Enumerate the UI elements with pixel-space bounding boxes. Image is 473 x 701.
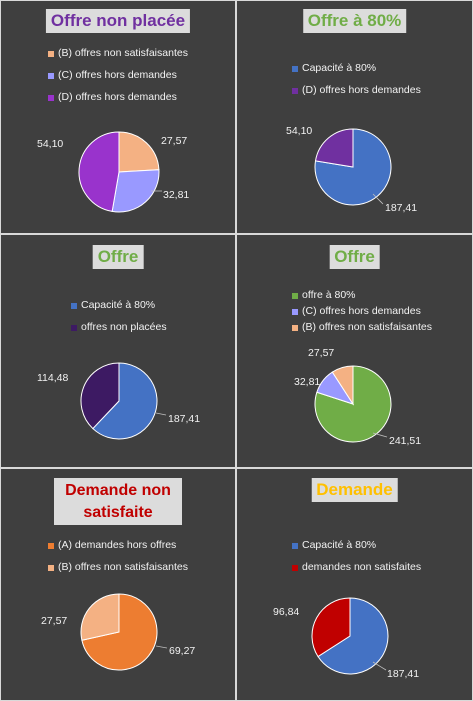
pie-chart: 187,41 54,10 [286, 125, 417, 214]
chart-title: Demande non satisfaite [54, 478, 182, 526]
legend-swatch [48, 95, 54, 101]
pie-slice-demandes-non-satisfaites [311, 597, 351, 658]
chart-panel-demande: Demande Capacité à 80% demandes non satisf… [236, 468, 473, 701]
pie-slice-b-offres-non-satisfaisantes [331, 365, 354, 406]
legend-swatch [292, 543, 298, 549]
pie-slice-d-offres-hors-demandes [314, 128, 354, 168]
legend-swatch [292, 565, 298, 571]
legend-swatch [292, 325, 298, 331]
data-label: 114,48 [37, 372, 68, 384]
legend-item-c-offres-hors-demandes: (C) offres hors demandes [48, 69, 188, 91]
legend-swatch [48, 565, 54, 571]
chart-legend: offre à 80% (C) offres hors demandes (B) o… [292, 289, 432, 337]
leader-line [372, 661, 387, 671]
legend-item-b-offres-non-satisfaisantes: (B) offres non satisfaisantes [48, 561, 188, 583]
data-label: 27,57 [308, 347, 334, 359]
pie-chart: 187,41 114,48 [37, 362, 200, 440]
leader-line [155, 645, 168, 649]
pie-slice-b-offres-non-satisfaisantes [118, 131, 160, 173]
legend-item-offre-a-80: offre à 80% [292, 289, 432, 305]
chart-title: Offre non placée [45, 9, 191, 34]
legend-label: (C) offres hors demandes [58, 69, 177, 81]
data-label: 32,81 [163, 189, 189, 201]
data-label: 187,41 [168, 413, 200, 425]
data-label: 54,10 [286, 125, 312, 137]
pie-chart: 27,57 32,81 54,10 [37, 131, 189, 213]
chart-legend: Capacité à 80% (D) offres hors demandes [292, 62, 421, 106]
legend-label: Capacité à 80% [302, 62, 377, 74]
data-label: 27,57 [41, 615, 67, 627]
legend-item-a-demandes-hors-offres: (A) demandes hors offres [48, 539, 188, 561]
legend-swatch [71, 303, 77, 309]
legend-swatch [292, 66, 298, 72]
legend-item-c-offres-hors-demandes: (C) offres hors demandes [292, 305, 432, 321]
pie-slice-offres-non-placees [80, 362, 120, 430]
chart-panel-demande-non-satisfaite: Demande non satisfaite (A) demandes hors … [0, 468, 236, 701]
chart-legend: (B) offres non satisfaisantes (C) offres … [48, 47, 188, 113]
chart-panel-offre-b: Offre offre à 80% (C) offres hors demandes… [236, 234, 473, 468]
legend-label: (D) offres hors demandes [302, 84, 421, 96]
legend-label: (D) offres hors demandes [58, 91, 177, 103]
pie-slice-b-offres-non-satisfaisantes [80, 593, 120, 641]
chart-panel-offre-a: Offre Capacité à 80% offres non placées 187… [0, 234, 236, 468]
legend-label: (B) offres non satisfaisantes [58, 561, 188, 573]
legend-label: offres non placées [81, 321, 167, 333]
legend-swatch [48, 73, 54, 79]
pie-slice-capacite-a-80 [92, 362, 158, 440]
legend-label: demandes non satisfaites [302, 561, 422, 573]
pie-slice-d-offres-hors-demandes [78, 131, 120, 212]
data-label: 27,57 [161, 135, 187, 147]
legend-label: (A) demandes hors offres [58, 539, 177, 551]
legend-swatch [48, 543, 54, 549]
leader-line [155, 412, 167, 416]
chart-title: Offre [92, 245, 144, 270]
data-label: 187,41 [387, 668, 419, 680]
legend-item-b-offres-non-satisfaisantes: (B) offres non satisfaisantes [292, 321, 432, 337]
pie-chart: 241,51 32,81 27,57 [294, 347, 421, 447]
data-label: 69,27 [169, 645, 195, 657]
chart-panel-offre-80: Offre à 80% Capacité à 80% (D) offres hors… [236, 0, 473, 234]
legend-swatch [292, 88, 298, 94]
legend-label: (B) offres non satisfaisantes [302, 321, 432, 333]
legend-swatch [292, 309, 298, 315]
data-label: 241,51 [389, 435, 421, 447]
legend-swatch [71, 325, 77, 331]
legend-label: offre à 80% [302, 289, 356, 301]
legend-item-offres-non-placees: offres non placées [71, 321, 167, 343]
legend-swatch [292, 293, 298, 299]
pie-slice-c-offres-hors-demandes [111, 169, 160, 213]
legend-item-capacite-a-80: Capacité à 80% [292, 62, 421, 84]
leader-line [372, 432, 388, 438]
legend-item-d-offres-hors-demandes: (D) offres hors demandes [48, 91, 188, 113]
legend-label: Capacité à 80% [81, 299, 156, 311]
chart-legend: Capacité à 80% offres non placées [71, 299, 167, 343]
data-label: 54,10 [37, 138, 63, 150]
legend-item-d-offres-hors-demandes: (D) offres hors demandes [292, 84, 421, 106]
chart-title: Offre à 80% [302, 9, 407, 34]
legend-label: (B) offres non satisfaisantes [58, 47, 188, 59]
data-label: 32,81 [294, 376, 320, 388]
legend-item-capacite-a-80: Capacité à 80% [292, 539, 421, 561]
chart-legend: (A) demandes hors offres (B) offres non s… [48, 539, 188, 583]
leader-line [372, 193, 384, 205]
legend-label: (C) offres hors demandes [302, 305, 421, 317]
legend-item-b-offres-non-satisfaisantes: (B) offres non satisfaisantes [48, 47, 188, 69]
chart-panel-offre-non-placee: Offre non placée (B) offres non satisfais… [0, 0, 236, 234]
data-label: 187,41 [385, 202, 417, 214]
pie-slice-capacite-a-80 [317, 597, 389, 675]
legend-item-capacite-a-80: Capacité à 80% [71, 299, 167, 321]
chart-title: Offre [329, 245, 380, 270]
legend-swatch [48, 51, 54, 57]
chart-legend: Capacité à 80% demandes non satisfaites [292, 539, 421, 583]
data-label: 96,84 [273, 606, 299, 618]
legend-item-demandes-non-satisfaites: demandes non satisfaites [292, 561, 421, 583]
pie-chart: 69,27 27,57 [41, 593, 195, 671]
pie-chart: 187,41 96,84 [273, 597, 419, 680]
chart-title: Demande [311, 478, 398, 503]
legend-label: Capacité à 80% [302, 539, 377, 551]
